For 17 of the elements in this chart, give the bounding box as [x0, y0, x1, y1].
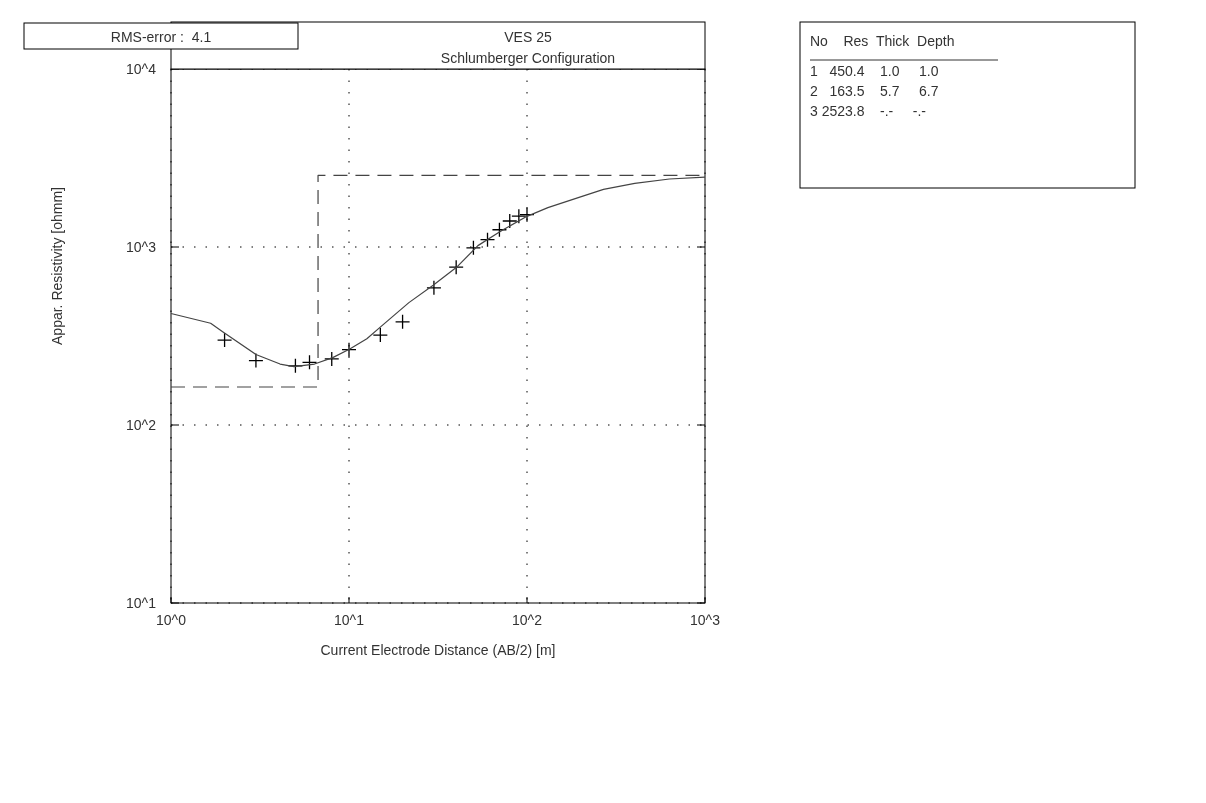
x-tick-label: 10^3 [690, 612, 721, 628]
x-tick-label: 10^0 [156, 612, 187, 628]
x-axis-title: Current Electrode Distance (AB/2) [m] [320, 642, 556, 658]
chart-title: VES 25 [504, 29, 552, 45]
text: 3 2523.8 -.- -.- [810, 103, 927, 119]
text: RMS-error : 4.1 [110, 29, 212, 45]
text: 2 163.5 5.7 6.7 [810, 83, 939, 99]
x-tick-label: 10^1 [334, 612, 365, 628]
text: 1 450.4 1.0 1.0 [810, 63, 939, 79]
y-tick-label: 10^4 [126, 61, 157, 77]
y-axis-title: Appar. Resistivity [ohmm] [49, 187, 65, 345]
y-tick-label: 10^2 [126, 417, 157, 433]
x-tick-label: 10^2 [512, 612, 543, 628]
chart-subtitle: Schlumberger Configuration [440, 50, 616, 66]
y-tick-label: 10^3 [126, 239, 157, 255]
text: No Res Thick Depth [810, 33, 955, 49]
y-tick-label: 10^1 [126, 595, 157, 611]
